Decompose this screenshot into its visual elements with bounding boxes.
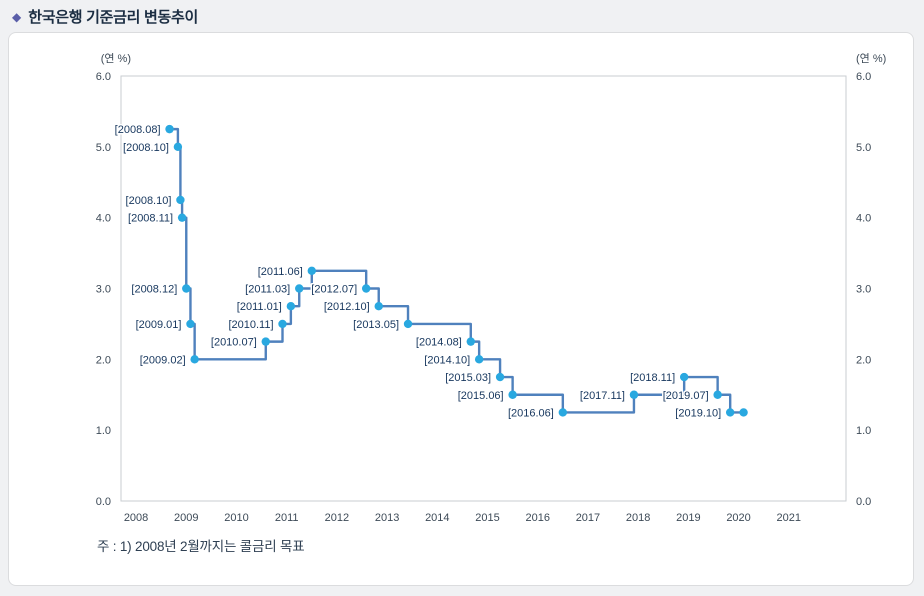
base-rate-step-chart: (연 %) (연 %) 6.0 6.0 5.0 5.0 4.0 4.0 3.0 3.0 2.0 2.0… — [96, 52, 887, 524]
page-title: 한국은행 기준금리 변동추이 — [28, 9, 198, 26]
svg-text:[2009.01]: [2009.01] — [136, 319, 182, 331]
svg-text:2021: 2021 — [777, 512, 801, 524]
svg-text:2010: 2010 — [224, 512, 248, 524]
svg-text:[2015.03]: [2015.03] — [445, 372, 491, 384]
svg-text:5.0: 5.0 — [856, 142, 871, 154]
svg-text:0.0: 0.0 — [96, 496, 111, 508]
svg-text:1.0: 1.0 — [96, 425, 111, 437]
svg-text:[2016.06]: [2016.06] — [508, 407, 554, 419]
page-header: ◆ 한국은행 기준금리 변동추이 — [12, 6, 198, 27]
svg-text:[2011.06]: [2011.06] — [258, 266, 303, 278]
svg-text:[2014.08]: [2014.08] — [416, 337, 462, 349]
svg-text:[2008.12]: [2008.12] — [131, 284, 177, 296]
svg-text:[2013.05]: [2013.05] — [353, 319, 399, 331]
svg-text:6.0: 6.0 — [96, 71, 111, 83]
svg-text:5.0: 5.0 — [96, 142, 111, 154]
chart-footnote: 주 : 1) 2008년 2월까지는 콜금리 목표 — [97, 539, 305, 554]
svg-text:2020: 2020 — [726, 512, 750, 524]
svg-text:2008: 2008 — [124, 512, 148, 524]
svg-text:2009: 2009 — [174, 512, 198, 524]
svg-text:(연 %): (연 %) — [856, 52, 886, 65]
svg-text:2015: 2015 — [475, 512, 499, 524]
svg-text:[2008.10]: [2008.10] — [126, 195, 172, 207]
svg-text:2012: 2012 — [325, 512, 349, 524]
svg-text:[2010.07]: [2010.07] — [211, 337, 257, 349]
svg-text:[2011.03]: [2011.03] — [245, 284, 290, 296]
svg-text:[2019.10]: [2019.10] — [675, 407, 721, 419]
svg-text:2.0: 2.0 — [856, 354, 871, 366]
svg-text:[2012.07]: [2012.07] — [311, 284, 357, 296]
svg-text:[2011.01]: [2011.01] — [237, 301, 282, 313]
svg-text:2019: 2019 — [676, 512, 700, 524]
svg-text:2017: 2017 — [576, 512, 600, 524]
svg-text:4.0: 4.0 — [96, 213, 111, 225]
svg-text:[2008.11]: [2008.11] — [128, 213, 173, 225]
svg-text:1.0: 1.0 — [856, 425, 871, 437]
svg-text:[2008.10]: [2008.10] — [123, 142, 169, 154]
svg-text:(연 %): (연 %) — [101, 52, 131, 65]
svg-text:2018: 2018 — [626, 512, 650, 524]
svg-text:[2010.11]: [2010.11] — [228, 319, 273, 331]
svg-text:[2014.10]: [2014.10] — [424, 354, 470, 366]
svg-text:2.0: 2.0 — [96, 354, 111, 366]
diamond-icon: ◆ — [12, 9, 22, 24]
svg-text:2011: 2011 — [275, 512, 299, 524]
svg-text:4.0: 4.0 — [856, 213, 871, 225]
svg-text:2013: 2013 — [375, 512, 399, 524]
svg-text:0.0: 0.0 — [856, 496, 871, 508]
svg-text:[2019.07]: [2019.07] — [663, 390, 709, 402]
svg-text:[2009.02]: [2009.02] — [140, 354, 186, 366]
svg-text:[2012.10]: [2012.10] — [324, 301, 370, 313]
svg-text:3.0: 3.0 — [856, 284, 871, 296]
svg-text:[2008.08]: [2008.08] — [115, 124, 161, 136]
svg-text:2016: 2016 — [525, 512, 549, 524]
svg-text:6.0: 6.0 — [856, 71, 871, 83]
svg-text:[2015.06]: [2015.06] — [458, 390, 504, 402]
svg-text:[2017.11]: [2017.11] — [580, 390, 625, 402]
svg-text:2014: 2014 — [425, 512, 449, 524]
svg-text:[2018.11]: [2018.11] — [630, 372, 675, 384]
chart-card: (연 %) (연 %) 6.0 6.0 5.0 5.0 4.0 4.0 3.0 3.0 2.0 2.0… — [8, 32, 914, 586]
svg-text:3.0: 3.0 — [96, 284, 111, 296]
